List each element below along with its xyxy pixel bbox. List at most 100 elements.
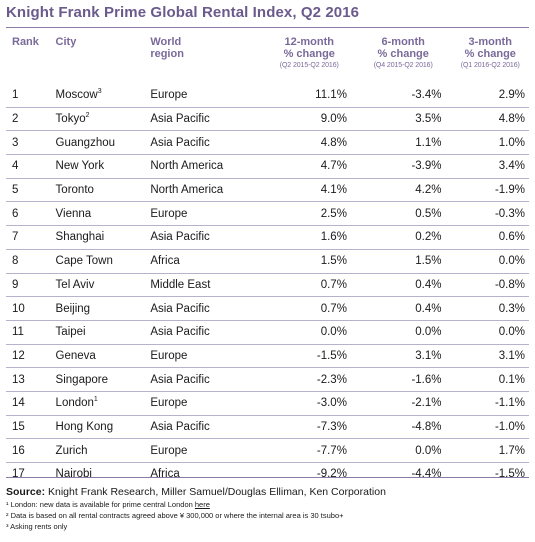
region-cell: Europe — [146, 343, 264, 368]
region-cell-text: Europe — [150, 89, 188, 102]
change-12-month-cell: 0.7% — [263, 296, 355, 321]
rank-cell-text: 13 — [12, 373, 25, 386]
region-cell-text: Africa — [150, 468, 180, 481]
change-12-month-cell-text: 1.6% — [320, 231, 347, 244]
change-3-month-cell: 3.4% — [451, 154, 529, 179]
city-cell-text: Cape Town — [55, 255, 113, 268]
change-12-month-cell: -3.0% — [263, 390, 355, 416]
rank-cell: 16 — [6, 438, 54, 463]
city-cell-text: Singapore — [55, 373, 108, 386]
rank-cell-text: 11 — [12, 326, 24, 339]
change-6-month-cell: 1.5% — [354, 248, 452, 273]
change-3-month-cell-text: 0.6% — [498, 231, 525, 244]
change-12-month-cell: -7.3% — [263, 414, 355, 439]
region-cell: Europe — [146, 390, 264, 416]
city-cell: New York — [53, 154, 147, 179]
change-6-month-cell: 0.0% — [354, 438, 452, 463]
title-divider — [6, 27, 529, 28]
header-rank: Rank — [12, 36, 39, 48]
change-3-month-cell-text: 3.4% — [498, 160, 525, 173]
header-12-month-line1: 12-month — [284, 36, 335, 48]
change-6-month-cell: 4.2% — [354, 177, 452, 202]
city-cell: Guangzhou — [53, 130, 147, 155]
rank-cell: 11 — [6, 319, 54, 345]
change-6-month-cell: -2.1% — [354, 390, 452, 416]
city-cell-text: Geneva — [55, 349, 96, 362]
rank-cell: 8 — [6, 248, 54, 273]
city-cell-text: Shanghai — [55, 231, 105, 244]
table-row: 6 Vienna Europe 2.5% 0.5% -0.3% — [6, 201, 529, 226]
change-12-month-cell-text: -1.5% — [316, 349, 347, 362]
region-cell: Africa — [146, 248, 264, 273]
region-cell-text: Europe — [150, 397, 188, 410]
change-6-month-cell-text: -1.6% — [411, 373, 442, 386]
change-3-month-cell: -0.3% — [451, 201, 529, 226]
city-cell-text: Tokyo — [55, 113, 86, 126]
change-6-month-cell-text: 0.0% — [415, 444, 442, 457]
table-bottom-divider — [6, 477, 529, 478]
change-3-month-cell-text: 0.0% — [498, 255, 525, 268]
change-6-month-cell-text: 3.5% — [415, 113, 442, 126]
change-6-month-cell: 0.5% — [354, 201, 452, 226]
change-3-month-cell: 2.9% — [451, 84, 529, 107]
region-cell: Europe — [146, 201, 264, 226]
header-region-line2: region — [150, 48, 184, 60]
change-3-month-cell-text: -1.1% — [494, 397, 525, 410]
region-cell-text: Middle East — [150, 278, 211, 291]
change-6-month-cell: 0.4% — [354, 272, 452, 297]
city-cell-text: Beijing — [55, 302, 91, 315]
change-3-month-cell: 0.6% — [451, 225, 529, 250]
region-cell: Africa — [146, 461, 264, 486]
rank-cell: 9 — [6, 272, 54, 297]
change-6-month-cell: 0.2% — [354, 225, 452, 250]
city-cell: Shanghai — [53, 225, 147, 250]
rank-cell: 6 — [6, 201, 54, 226]
change-6-month-cell: 3.1% — [354, 343, 452, 368]
change-12-month-cell: 1.5% — [263, 248, 355, 273]
source-line: Source: Knight Frank Research, Miller Sa… — [6, 486, 386, 499]
header-city: City — [55, 36, 77, 48]
rank-cell: 4 — [6, 154, 54, 179]
change-6-month-cell-text: 0.4% — [415, 302, 442, 315]
page-title: Knight Frank Prime Global Rental Index, … — [6, 4, 360, 21]
city-cell: London1 — [53, 390, 147, 416]
rank-cell-text: 4 — [12, 160, 19, 173]
region-cell: Middle East — [146, 272, 264, 297]
city-cell: Toronto — [53, 177, 147, 202]
change-6-month-cell: -4.8% — [354, 414, 452, 439]
change-3-month-cell: 1.7% — [451, 438, 529, 463]
city-cell-text: London — [55, 397, 94, 410]
change-6-month-cell: 0.4% — [354, 296, 452, 321]
rank-cell-text: 9 — [12, 278, 19, 291]
rank-cell-text: 15 — [12, 420, 25, 433]
change-6-month-cell-text: 0.2% — [415, 231, 442, 244]
rank-cell: 10 — [6, 296, 54, 321]
change-12-month-cell-text: -7.3% — [316, 420, 347, 433]
change-3-month-cell: 4.8% — [451, 106, 529, 131]
change-6-month-cell-text: -4.4% — [411, 468, 442, 481]
region-cell-text: Europe — [150, 207, 188, 220]
region-cell-text: Europe — [150, 444, 188, 457]
region-cell-text: Asia Pacific — [150, 302, 210, 315]
table-row: 7 Shanghai Asia Pacific 1.6% 0.2% 0.6% — [6, 225, 529, 250]
rank-cell-text: 5 — [12, 184, 19, 197]
footnote-1-link[interactable]: here — [194, 499, 210, 509]
city-cell: Vienna — [53, 201, 147, 226]
city-cell: Beijing — [53, 296, 147, 321]
region-cell-text: North America — [150, 160, 224, 173]
change-12-month-cell-text: 11.1% — [315, 89, 347, 102]
region-cell-text: Asia Pacific — [150, 420, 210, 433]
header-region-line1: World — [150, 36, 182, 48]
change-12-month-cell-text: -2.3% — [316, 373, 347, 386]
city-cell: Tokyo2 — [53, 106, 147, 131]
change-3-month-cell: 0.0% — [451, 319, 529, 345]
city-cell-text: Toronto — [55, 184, 94, 197]
table-body: 1 Moscow3 Europe 11.1% -3.4% 2.9% 2 Tokyo2 Asia … — [6, 84, 529, 486]
footnote-1-text: ¹ London: new data is available for prim… — [6, 499, 195, 509]
region-cell: Asia Pacific — [146, 225, 264, 250]
rank-cell-text: 2 — [12, 113, 19, 126]
region-cell: Asia Pacific — [146, 296, 264, 321]
city-cell-text: Guangzhou — [55, 136, 116, 149]
change-3-month-cell-text: -1.9% — [494, 184, 525, 197]
region-cell: Asia Pacific — [146, 367, 264, 392]
